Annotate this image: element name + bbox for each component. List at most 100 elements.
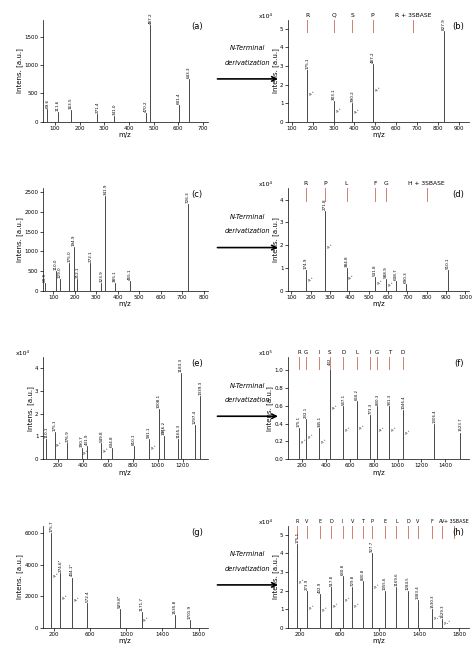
Text: 303.1: 303.1 (332, 89, 336, 100)
Text: P: P (371, 519, 374, 524)
Text: 910.1: 910.1 (446, 258, 450, 269)
Text: 175.1: 175.1 (295, 532, 299, 543)
Text: N-Terminal: N-Terminal (230, 214, 265, 220)
Text: 271.8: 271.8 (323, 198, 327, 210)
Text: x10⁴: x10⁴ (16, 351, 30, 356)
Text: 385.1: 385.1 (112, 270, 117, 282)
Text: 487.2: 487.2 (371, 52, 374, 63)
Text: 1165.3: 1165.3 (176, 424, 181, 438)
Text: y₃⁺: y₃⁺ (321, 439, 327, 444)
Text: Q: Q (332, 12, 337, 18)
Text: G: G (304, 350, 308, 355)
Text: y₇⁺: y₇⁺ (143, 617, 149, 621)
Text: y₂⁺: y₂⁺ (62, 595, 68, 600)
Text: 827.9: 827.9 (442, 18, 446, 29)
Text: 175.7: 175.7 (49, 521, 54, 532)
Text: E: E (318, 519, 321, 524)
Y-axis label: Intens. [a.u.]: Intens. [a.u.] (272, 555, 279, 599)
Text: 487.2: 487.2 (148, 12, 153, 24)
Text: V: V (416, 519, 419, 524)
Text: P: P (371, 12, 374, 18)
Text: x10⁴: x10⁴ (258, 182, 273, 187)
Text: A + 3SBASE: A + 3SBASE (439, 519, 469, 524)
Text: 175.1: 175.1 (297, 416, 301, 427)
Text: y₂⁺: y₂⁺ (83, 451, 89, 455)
Text: y₁₃⁺: y₁₃⁺ (434, 615, 441, 620)
Text: N-Terminal: N-Terminal (230, 383, 265, 388)
Text: y₇⁺: y₇⁺ (379, 428, 384, 432)
Text: y₁⁺: y₁⁺ (308, 277, 313, 282)
Text: 931.1: 931.1 (147, 426, 151, 438)
Text: L: L (345, 181, 348, 186)
Text: R: R (297, 350, 301, 355)
Text: 773.3: 773.3 (368, 402, 373, 414)
Text: V: V (440, 519, 444, 524)
Text: 531.8: 531.8 (373, 264, 377, 276)
Text: S: S (328, 350, 331, 355)
Text: y₆⁺: y₆⁺ (160, 430, 166, 434)
Text: R + 3SBASE: R + 3SBASE (395, 12, 431, 18)
Text: 390.7: 390.7 (80, 435, 83, 447)
Text: y₃⁺: y₃⁺ (74, 598, 80, 602)
Text: y₁⁺: y₁⁺ (301, 439, 306, 444)
Text: y₁⁺: y₁⁺ (299, 579, 304, 584)
Text: 341.0: 341.0 (112, 103, 117, 114)
Text: derivatization: derivatization (225, 397, 271, 403)
Text: 455.1: 455.1 (128, 268, 132, 280)
Text: 517.8: 517.8 (329, 575, 333, 586)
Text: 690.3: 690.3 (403, 271, 408, 283)
Y-axis label: Intens. [a.u.]: Intens. [a.u.] (17, 48, 23, 93)
Text: F: F (431, 519, 434, 524)
Text: 384.8: 384.8 (345, 255, 348, 267)
Text: x10⁴: x10⁴ (258, 14, 273, 18)
Text: 163.5: 163.5 (69, 98, 73, 109)
Text: (c): (c) (191, 190, 203, 199)
Text: D: D (401, 350, 405, 355)
Y-axis label: Intens. [a.u.]: Intens. [a.u.] (17, 217, 23, 262)
Y-axis label: Intens. [a.u.]: Intens. [a.u.] (17, 555, 23, 599)
Text: y₁₄⁺: y₁₄⁺ (444, 621, 451, 625)
Text: 1523.7: 1523.7 (458, 418, 462, 432)
Text: 601.4: 601.4 (176, 92, 181, 104)
Text: 274.6²: 274.6² (58, 559, 62, 572)
Text: y₁⁺: y₁⁺ (56, 442, 62, 447)
Text: y₃⁺: y₃⁺ (354, 109, 360, 114)
Text: E: E (383, 519, 387, 524)
Text: y₂⁺: y₂⁺ (308, 435, 313, 439)
Text: 726.3: 726.3 (186, 191, 190, 203)
Text: 60.9: 60.9 (43, 273, 47, 282)
Text: 1701.9: 1701.9 (188, 605, 192, 619)
Y-axis label: Intens. [a.u.]: Intens. [a.u.] (266, 386, 273, 430)
Text: G: G (383, 181, 388, 186)
Text: (f): (f) (454, 359, 464, 368)
Y-axis label: Intens. [a.u.]: Intens. [a.u.] (27, 386, 34, 430)
Text: y₆⁺: y₆⁺ (354, 603, 360, 608)
Text: y₃⁺: y₃⁺ (103, 448, 109, 453)
Text: 390.2: 390.2 (350, 90, 355, 102)
Text: 345.1: 345.1 (317, 416, 321, 427)
Text: 630.8: 630.8 (341, 564, 345, 575)
Text: 638.7: 638.7 (393, 269, 398, 281)
Text: 402.9: 402.9 (318, 582, 322, 593)
Text: y₄⁺: y₄⁺ (331, 405, 337, 410)
Text: 111.6: 111.6 (56, 99, 60, 111)
Text: 432: 432 (328, 357, 332, 365)
X-axis label: m/z: m/z (119, 132, 132, 139)
Text: I: I (342, 519, 343, 524)
Text: 1535.8: 1535.8 (173, 600, 177, 614)
Text: 174.9: 174.9 (304, 258, 308, 269)
Text: S: S (350, 12, 354, 18)
Text: 194.9: 194.9 (72, 235, 76, 247)
Text: y₁⁺: y₁⁺ (309, 91, 315, 95)
Text: 1383.4: 1383.4 (416, 585, 419, 599)
Text: G: G (375, 350, 379, 355)
Text: 929.8²: 929.8² (118, 594, 122, 608)
Text: derivatization: derivatization (225, 566, 271, 572)
Text: 1008.1: 1008.1 (157, 394, 161, 408)
Text: 1339.3: 1339.3 (198, 380, 202, 394)
Text: y₂⁺: y₂⁺ (336, 109, 342, 113)
Text: F: F (373, 181, 377, 186)
Text: T: T (361, 519, 364, 524)
Text: 634.8: 634.8 (110, 435, 114, 447)
Text: 175.1: 175.1 (305, 58, 310, 69)
